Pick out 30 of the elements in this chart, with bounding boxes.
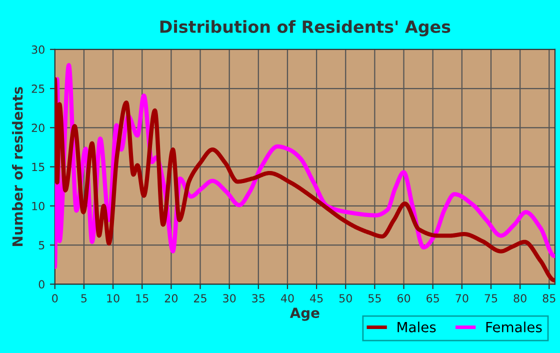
- x-tick-label: 0: [52, 294, 58, 302]
- x-tick-label: 30: [223, 294, 236, 302]
- x-tick-label: 80: [514, 294, 526, 302]
- y-tick-label: 30: [32, 45, 44, 54]
- x-tick-label: 75: [484, 294, 498, 302]
- y-tick-label: 10: [32, 202, 44, 210]
- y-tick-label: 0: [38, 280, 44, 289]
- x-tick-label: 5: [81, 294, 87, 302]
- x-tick-label: 10: [107, 294, 120, 302]
- x-tick-label: 65: [426, 294, 439, 302]
- x-tick-label: 25: [194, 294, 206, 302]
- legend-label: Males: [398, 322, 436, 332]
- x-axis-title: Age: [290, 308, 320, 321]
- y-tick-label: 5: [38, 241, 44, 250]
- y-tick-label: 25: [32, 84, 44, 93]
- x-tick-label: 50: [339, 294, 352, 302]
- x-tick-label: 70: [456, 294, 468, 302]
- y-tick-label: 20: [32, 124, 44, 132]
- x-tick-label: 45: [310, 294, 323, 302]
- x-tick-label: 60: [397, 294, 410, 302]
- x-tick-label: 85: [542, 294, 556, 302]
- x-tick-label: 55: [368, 294, 381, 302]
- legend-label: Females: [486, 322, 542, 332]
- y-axis-title: Number of residents: [12, 87, 23, 246]
- x-tick-label: 20: [164, 294, 178, 302]
- x-tick-label: 15: [136, 294, 148, 302]
- x-tick-label: 35: [252, 294, 264, 302]
- y-tick-label: 15: [32, 162, 44, 172]
- x-tick-label: 40: [280, 294, 294, 302]
- chart-title: Distribution of Residents' Ages: [160, 20, 450, 36]
